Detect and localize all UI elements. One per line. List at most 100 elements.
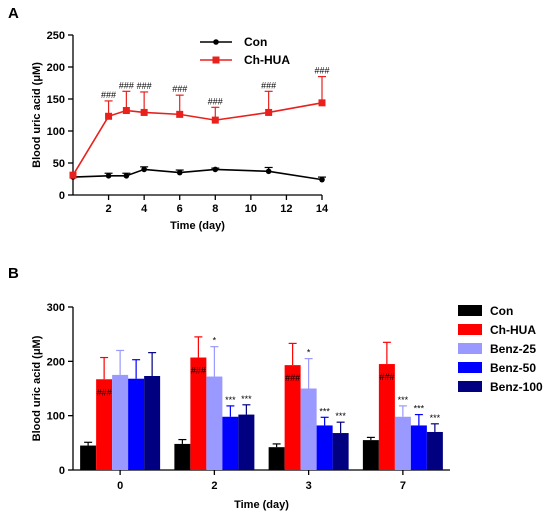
data-point-con <box>123 173 130 179</box>
data-point-con <box>319 176 325 183</box>
bar-benz-100 <box>144 376 161 470</box>
bar-con <box>268 447 285 470</box>
data-point-con <box>176 169 183 176</box>
bar-benz-100 <box>332 433 349 470</box>
panel-b-x-tick-label: 7 <box>400 480 406 492</box>
panel-a-x-tick-label: 12 <box>280 203 292 215</box>
legend-label-con: Con <box>490 304 513 318</box>
panel-b-x-axis-label: Time (day) <box>234 499 289 511</box>
significance-label: ### <box>97 387 112 397</box>
significance-label: ### <box>101 90 116 100</box>
panel-b-y-tick-label: 100 <box>47 411 65 423</box>
significance-label: *** <box>414 404 425 414</box>
series-line-con <box>72 168 323 181</box>
panel-a-x-tick-label: 6 <box>177 203 183 215</box>
significance-label: ### <box>379 372 394 382</box>
bar-benz-25 <box>112 374 129 470</box>
legend-entry-ch-hua: Ch-HUA <box>200 53 290 67</box>
legend-entry-con: Con <box>200 35 267 49</box>
panel-a-x-tick-label: 14 <box>316 203 329 215</box>
significance-label: *** <box>225 395 236 405</box>
legend-swatch-con <box>458 305 482 316</box>
significance-label: ### <box>314 66 329 76</box>
panel-a-y-tick-label: 150 <box>47 94 65 106</box>
legend-marker-ch-hua <box>212 56 220 64</box>
panel-a-y-tick-label: 200 <box>47 62 65 74</box>
data-point-ch-hua <box>318 99 326 107</box>
significance-label: *** <box>241 394 252 404</box>
panel-a-y-tick-label: 250 <box>47 30 65 42</box>
panel-a-y-tick-label: 0 <box>59 190 65 202</box>
panel-b-letter: B <box>8 265 19 282</box>
panel-b-x-tick-label: 0 <box>117 480 123 492</box>
significance-label: ### <box>119 80 134 90</box>
data-point-ch-hua <box>211 116 219 124</box>
panel-b-bar-chart: B Time (day) Blood uric acid (μM) 0 100 20… <box>8 265 543 511</box>
panel-a-y-tick-label: 50 <box>53 158 65 170</box>
legend-label-benz-25: Benz-25 <box>490 342 536 356</box>
legend-label-ch-hua: Ch-HUA <box>244 53 290 67</box>
significance-label: ### <box>208 96 223 106</box>
panel-a-x-tick-label: 4 <box>141 203 148 215</box>
bar-benz-25 <box>394 416 411 470</box>
legend-entry-benz-50: Benz-50 <box>458 361 536 375</box>
legend-entry-ch-hua: Ch-HUA <box>458 323 536 337</box>
panel-b-x-tick-label: 3 <box>306 480 312 492</box>
panel-b-x-tick-label: 2 <box>211 480 217 492</box>
bar-benz-25 <box>206 376 223 470</box>
panel-a-x-tick-label: 8 <box>212 203 218 215</box>
panel-a-x-tick-label: 10 <box>245 203 257 215</box>
bar-benz-100 <box>238 414 255 470</box>
bar-con <box>362 440 379 470</box>
panel-a-x-tick-label: 2 <box>106 203 112 215</box>
panel-b-legend: Con Ch-HUA Benz-25 Benz-50 Benz-100 <box>458 304 543 394</box>
data-point-ch-hua <box>122 107 130 115</box>
bar-benz-50 <box>222 416 239 470</box>
bar-benz-50 <box>316 425 333 470</box>
data-point-con <box>265 168 272 175</box>
legend-label-benz-100: Benz-100 <box>490 380 543 394</box>
significance-label: ### <box>137 81 152 91</box>
data-point-con <box>105 173 112 179</box>
legend-label-ch-hua: Ch-HUA <box>490 323 536 337</box>
significance-label: ### <box>261 80 276 90</box>
bar-ch-hua <box>284 365 301 470</box>
significance-label: * <box>307 348 311 358</box>
legend-label-con: Con <box>244 35 267 49</box>
legend-entry-benz-25: Benz-25 <box>458 342 536 356</box>
bar-ch-hua <box>378 364 395 470</box>
panel-b-y-axis-label: Blood uric acid (μM) <box>31 335 43 441</box>
legend-entry-con: Con <box>458 304 513 318</box>
significance-label: *** <box>430 413 441 423</box>
bar-ch-hua <box>190 357 207 470</box>
data-point-ch-hua <box>140 108 148 116</box>
panel-a-legend: Con Ch-HUA <box>200 35 290 67</box>
significance-label: ### <box>285 373 300 383</box>
legend-entry-benz-100: Benz-100 <box>458 380 543 394</box>
panel-a-line-chart: A Time (day) Blood uric acid (μM) 0 50 100… <box>8 5 330 232</box>
significance-label: ### <box>172 84 187 94</box>
data-point-con <box>212 166 219 173</box>
significance-label: *** <box>398 395 409 405</box>
legend-swatch-benz-50 <box>458 362 482 373</box>
significance-label: * <box>213 336 217 346</box>
data-point-ch-hua <box>265 108 273 116</box>
legend-swatch-benz-100 <box>458 381 482 392</box>
panel-a-letter: A <box>8 5 19 22</box>
significance-label: ### <box>191 366 206 376</box>
legend-marker-con <box>213 39 219 45</box>
significance-label: *** <box>319 406 330 416</box>
data-point-ch-hua <box>69 171 77 179</box>
bar-benz-100 <box>426 431 443 470</box>
bar-con <box>174 443 191 470</box>
bar-benz-50 <box>410 425 427 470</box>
bar-ch-hua <box>96 379 113 470</box>
bar-benz-50 <box>128 378 145 470</box>
panel-b-y-tick-label: 200 <box>47 356 65 368</box>
panel-a-y-tick-label: 100 <box>47 126 65 138</box>
bar-con <box>80 445 97 470</box>
panel-a-y-axis-label: Blood uric acid (μM) <box>31 62 43 168</box>
